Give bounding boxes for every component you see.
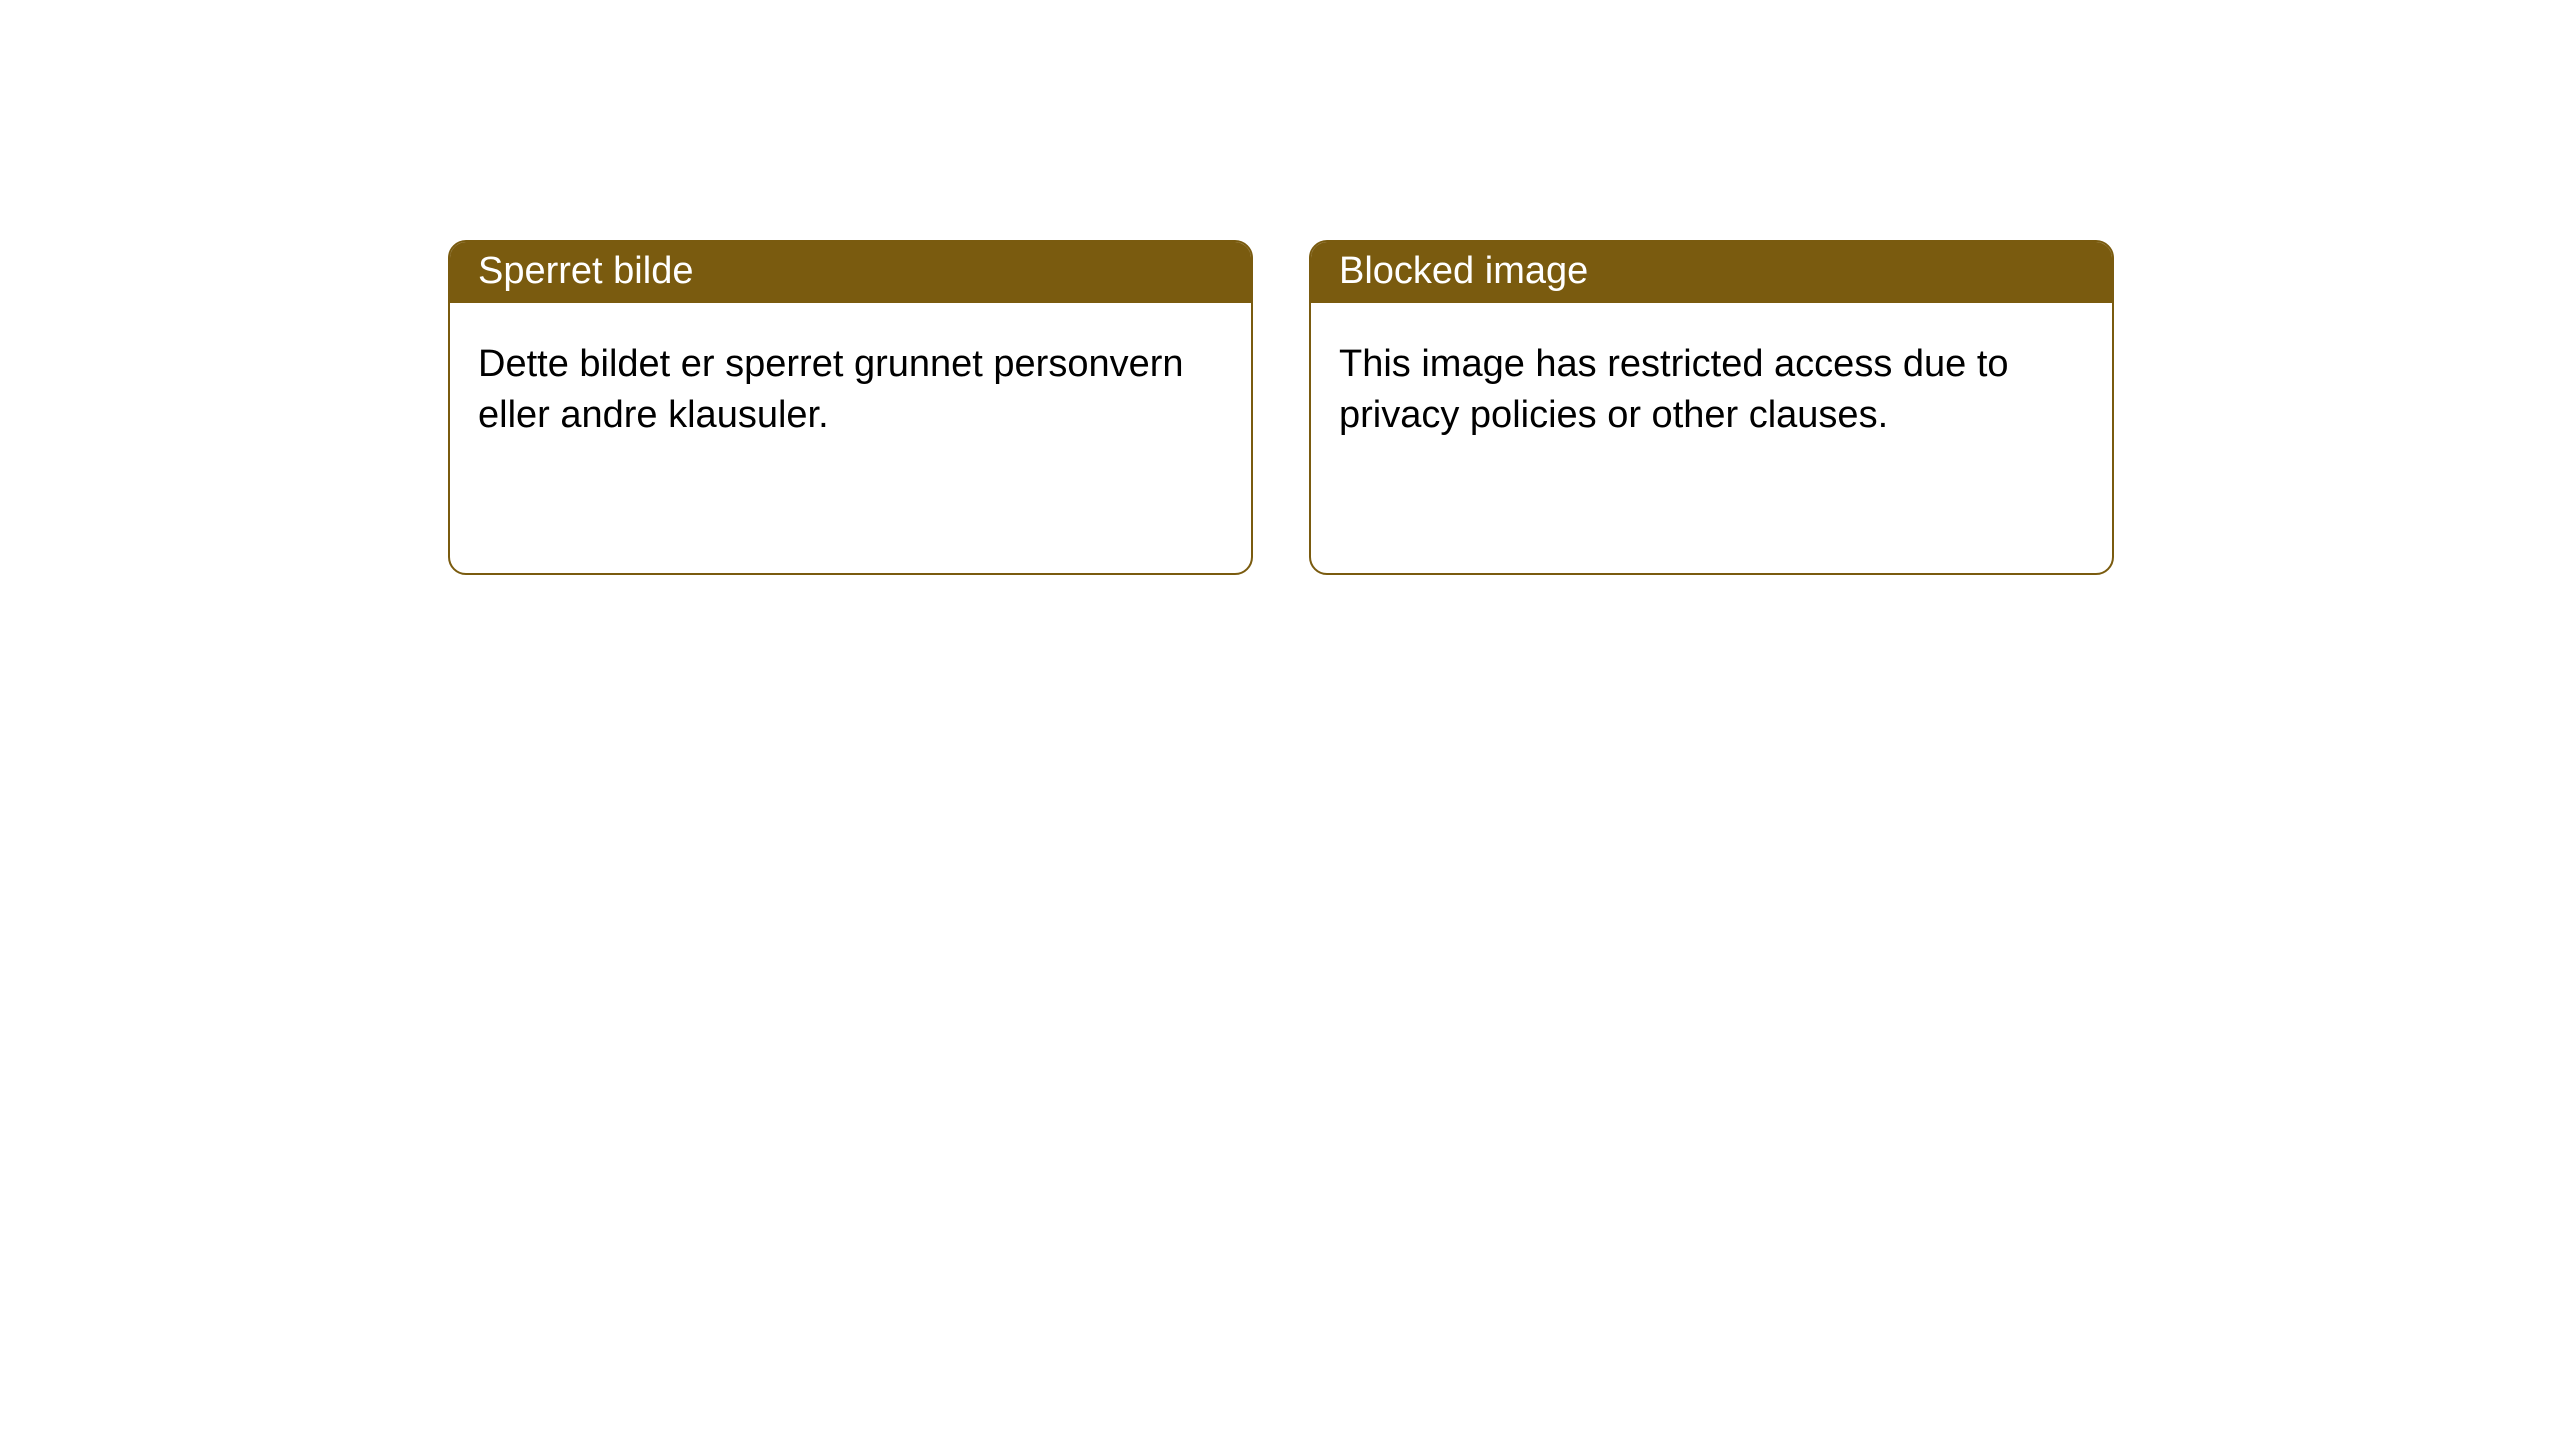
notice-body-text: This image has restricted access due to …	[1311, 303, 2112, 573]
notice-title: Sperret bilde	[450, 242, 1251, 303]
notice-body-text: Dette bildet er sperret grunnet personve…	[450, 303, 1251, 573]
notice-container: Sperret bilde Dette bildet er sperret gr…	[0, 0, 2560, 575]
notice-card-norwegian: Sperret bilde Dette bildet er sperret gr…	[448, 240, 1253, 575]
notice-card-english: Blocked image This image has restricted …	[1309, 240, 2114, 575]
notice-title: Blocked image	[1311, 242, 2112, 303]
